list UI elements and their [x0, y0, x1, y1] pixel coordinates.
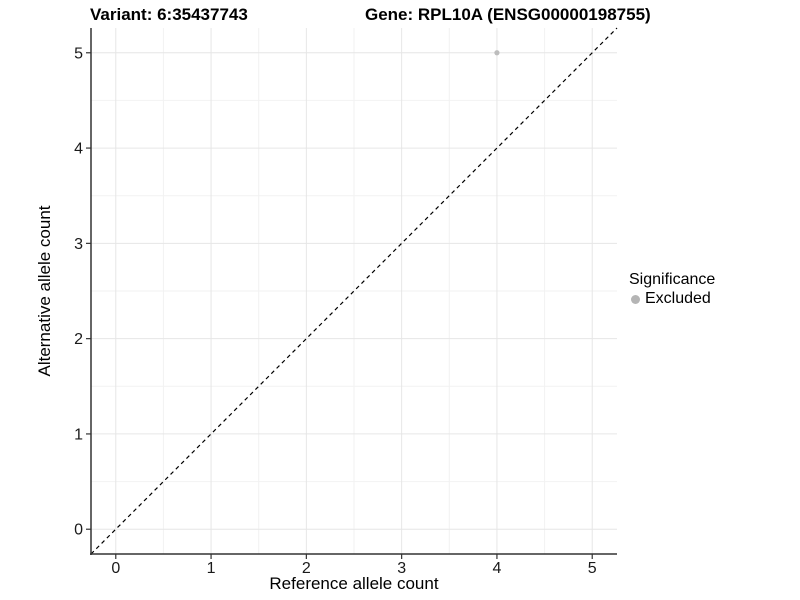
legend-entry: Excluded [629, 290, 715, 308]
y-tick-label: 0 [74, 522, 83, 539]
legend: Significance Excluded [629, 271, 715, 308]
legend-entries: Excluded [629, 290, 715, 308]
y-tick-label: 4 [74, 141, 83, 158]
legend-title: Significance [629, 271, 716, 288]
y-tick-label: 3 [74, 236, 83, 253]
y-tick-label: 5 [74, 45, 83, 62]
variant-title: Variant: 6:35437743 [90, 5, 248, 24]
y-tick-label: 1 [74, 426, 83, 443]
x-tick-label: 3 [397, 560, 406, 577]
gene-title: Gene: RPL10A (ENSG00000198755) [365, 5, 651, 24]
x-tick-label: 1 [207, 560, 216, 577]
y-tick-label: 2 [74, 331, 83, 348]
legend-entry-label: Excluded [645, 290, 711, 307]
x-tick-label: 2 [302, 560, 311, 577]
x-tick-label: 0 [111, 560, 120, 577]
x-tick-label: 4 [492, 560, 501, 577]
identity-reference-line [90, 27, 618, 555]
data-point-excluded [494, 50, 500, 56]
legend-key-dot [631, 294, 640, 304]
y-axis-title: Alternative allele count [35, 205, 54, 377]
x-axis-title: Reference allele count [269, 574, 439, 593]
x-tick-label: 5 [588, 560, 597, 577]
